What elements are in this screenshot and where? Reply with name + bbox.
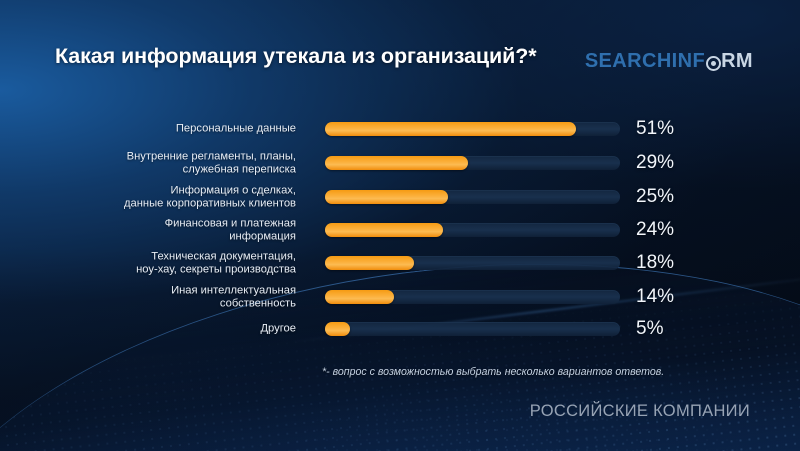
bar-track [325, 156, 620, 170]
chart-row: Финансовая и платежная информация 24% [0, 217, 800, 242]
bar-value: 51% [636, 118, 675, 139]
bar-label: Внутренние регламенты, планы, служебная … [126, 150, 296, 175]
bar-value: 29% [636, 152, 675, 173]
bar-label: Другое [260, 322, 296, 335]
bar-value: 24% [636, 219, 675, 240]
bar-track [325, 256, 620, 270]
bar-value: 18% [636, 252, 675, 273]
bar-track [325, 122, 620, 136]
bar-track [325, 290, 620, 304]
bar-value: 25% [636, 186, 675, 207]
searchinform-logo: SEARCHINF RM [585, 50, 753, 73]
bar-track [325, 223, 620, 237]
logo-text-rm: RM [721, 50, 753, 72]
bar-track [325, 190, 620, 204]
bar-label: Иная интеллектуальная собственность [171, 284, 296, 309]
bar-fill [325, 290, 394, 304]
bar-fill [325, 122, 576, 136]
target-o-icon [705, 56, 721, 71]
chart-row: Техническая документация, ноу-хау, секре… [0, 250, 800, 275]
page-title: Какая информация утекала из организаций?… [55, 44, 537, 68]
bar-fill [325, 223, 443, 237]
bar-fill [325, 322, 350, 336]
bar-label: Техническая документация, ноу-хау, секре… [136, 250, 296, 275]
bar-fill [325, 256, 414, 270]
chart-footnote: *- вопрос с возможностью выбрать несколь… [322, 366, 665, 378]
chart-row: Информация о сделках, данные корпоративн… [0, 184, 800, 209]
bar-value: 14% [636, 286, 675, 307]
bar-label: Информация о сделках, данные корпоративн… [123, 184, 296, 209]
chart-row: Внутренние регламенты, планы, служебная … [0, 150, 800, 175]
bar-label: Персональные данные [175, 122, 296, 135]
bar-track [325, 322, 620, 336]
chart-row: Другое 5% [0, 318, 800, 339]
bar-fill [325, 156, 468, 170]
bar-label: Финансовая и платежная информация [164, 217, 296, 242]
bar-value: 5% [636, 318, 664, 339]
chart-row: Персональные данные 51% [0, 118, 800, 139]
logo-text-search: SEARCHINF [584, 50, 706, 72]
chart-row: Иная интеллектуальная собственность 14% [0, 284, 800, 309]
watermark-label: РОССИЙСКИЕ КОМПАНИИ [529, 402, 750, 420]
bar-fill [325, 190, 448, 204]
